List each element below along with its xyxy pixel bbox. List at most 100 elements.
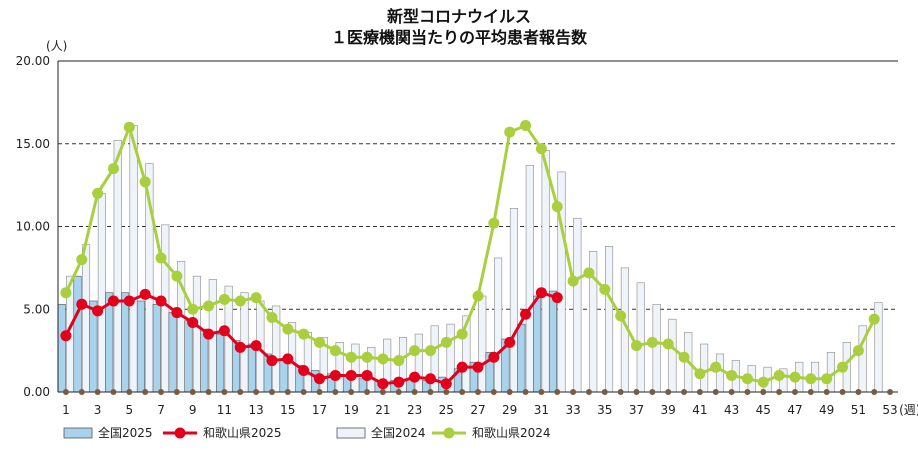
x-tick-label-23: 23 <box>407 403 422 417</box>
x-tick-labels: 1 3 5 7 9 11 13 15 17 19 21 23 25 27 29 31 33 35 37 39 41 43 4… <box>62 403 918 417</box>
x-tick-label-11: 11 <box>217 403 232 417</box>
baseline-marker-week-5 <box>126 389 133 395</box>
point-wakayama-2024-week-24 <box>424 345 436 357</box>
point-wakayama-2025-week-25 <box>440 378 452 390</box>
bar-national-2024-week-7 <box>161 224 170 393</box>
point-wakayama-2025-week-2 <box>76 298 88 310</box>
baseline-marker-week-32 <box>554 389 561 395</box>
point-wakayama-2024-week-47 <box>789 371 801 383</box>
legend-label-wakayama-2025: 和歌山県2025 <box>203 425 282 440</box>
baseline-marker-week-15 <box>284 389 291 395</box>
baseline-marker-week-6 <box>142 389 149 395</box>
point-wakayama-2024-week-5 <box>123 121 135 133</box>
point-wakayama-2025-week-16 <box>298 364 310 376</box>
baseline-marker-week-46 <box>776 389 783 395</box>
bar-national-2024-week-29 <box>509 207 518 393</box>
bar-national-2024-week-27 <box>478 295 487 393</box>
point-wakayama-2025-week-23 <box>409 371 421 383</box>
baseline-marker-week-31 <box>538 389 545 395</box>
baseline-marker-week-25 <box>443 389 450 395</box>
baseline-marker-week-42 <box>712 389 719 395</box>
bar-national-2025-week-30 <box>517 323 526 393</box>
point-wakayama-2025-week-12 <box>234 341 246 353</box>
x-tick-label-13: 13 <box>248 403 263 417</box>
baseline-marker-week-47 <box>791 389 798 395</box>
bar-layer <box>57 125 883 393</box>
x-tick-label-25: 25 <box>439 403 454 417</box>
bar-national-2024-week-42 <box>715 353 725 393</box>
point-wakayama-2025-week-4 <box>107 295 119 307</box>
point-wakayama-2024-week-42 <box>710 361 722 373</box>
baseline-marker-week-10 <box>205 389 212 395</box>
point-wakayama-2024-week-43 <box>726 369 738 381</box>
point-wakayama-2025-week-9 <box>187 316 199 328</box>
point-wakayama-2024-week-35 <box>599 283 611 295</box>
x-tick-label-41: 41 <box>692 403 707 417</box>
x-tick-label-3: 3 <box>94 403 102 417</box>
baseline-marker-week-43 <box>728 389 735 395</box>
bar-national-2024-week-35 <box>604 246 614 393</box>
x-tick-label-27: 27 <box>470 403 485 417</box>
x-tick-label-17: 17 <box>312 403 327 417</box>
bar-national-2025-week-6 <box>136 300 145 393</box>
baseline-marker-week-40 <box>681 389 688 395</box>
x-tick-label-51: 51 <box>851 403 866 417</box>
baseline-marker-week-21 <box>379 389 386 395</box>
baseline-marker-layer <box>62 389 894 395</box>
chart-title-line-2: １医療機関当たりの平均患者報告数 <box>330 28 587 47</box>
baseline-marker-week-38 <box>649 389 656 395</box>
point-wakayama-2024-week-15 <box>282 323 294 335</box>
baseline-marker-week-11 <box>221 389 228 395</box>
legend-swatch-national-2025 <box>63 427 93 439</box>
baseline-marker-week-24 <box>427 389 434 395</box>
point-wakayama-2024-week-41 <box>694 368 706 380</box>
x-tick-label-45: 45 <box>756 403 771 417</box>
x-axis-label: (週) <box>899 403 918 417</box>
point-wakayama-2025-week-21 <box>377 378 389 390</box>
bar-national-2025-week-7 <box>152 303 161 393</box>
y-tick-label-2: 10.00 <box>16 220 50 234</box>
legend-marker-wakayama-2025 <box>174 427 186 439</box>
baseline-marker-week-16 <box>300 389 307 395</box>
bar-national-2025-week-11 <box>216 333 225 393</box>
baseline-marker-week-35 <box>601 389 608 395</box>
baseline-marker-week-50 <box>839 389 846 395</box>
baseline-marker-week-30 <box>522 389 529 395</box>
line-layer <box>60 120 880 390</box>
bar-national-2024-week-33 <box>573 217 582 393</box>
point-wakayama-2025-week-28 <box>488 351 500 363</box>
x-tick-label-19: 19 <box>344 403 359 417</box>
bar-national-2024-week-28 <box>494 257 503 393</box>
point-wakayama-2024-week-25 <box>440 336 452 348</box>
point-wakayama-2024-week-7 <box>155 252 167 264</box>
baseline-marker-week-27 <box>475 389 481 395</box>
baseline-marker-week-52 <box>871 389 878 395</box>
bar-national-2025-week-2 <box>73 275 82 393</box>
y-tick-label-1: 5.00 <box>23 302 50 316</box>
point-wakayama-2024-week-33 <box>567 275 579 287</box>
bar-national-2024-week-39 <box>668 318 677 393</box>
point-wakayama-2025-week-15 <box>282 353 294 365</box>
x-tick-label-49: 49 <box>819 403 834 417</box>
x-tick-label-1: 1 <box>62 403 70 417</box>
point-wakayama-2025-week-11 <box>218 325 230 337</box>
point-wakayama-2024-week-48 <box>805 373 817 385</box>
chart-title-line-1: 新型コロナウイルス <box>386 7 531 26</box>
point-wakayama-2024-week-50 <box>837 361 849 373</box>
bar-national-2025-week-32 <box>548 290 558 393</box>
baseline-marker-week-37 <box>633 389 640 395</box>
line-wakayama-2024 <box>64 122 876 384</box>
baseline-marker-week-41 <box>696 389 703 395</box>
baseline-marker-week-13 <box>253 389 260 395</box>
baseline-marker-week-49 <box>823 389 830 395</box>
baseline-marker-week-33 <box>570 389 577 395</box>
point-wakayama-2024-week-16 <box>298 328 310 340</box>
baseline-marker-week-7 <box>158 389 165 395</box>
baseline-marker-week-53 <box>887 389 894 395</box>
point-wakayama-2024-week-14 <box>266 312 278 324</box>
bar-national-2024-week-41 <box>700 343 709 393</box>
point-wakayama-2024-week-52 <box>868 313 880 325</box>
bar-national-2024-week-23 <box>414 333 423 393</box>
baseline-marker-week-4 <box>110 389 117 395</box>
